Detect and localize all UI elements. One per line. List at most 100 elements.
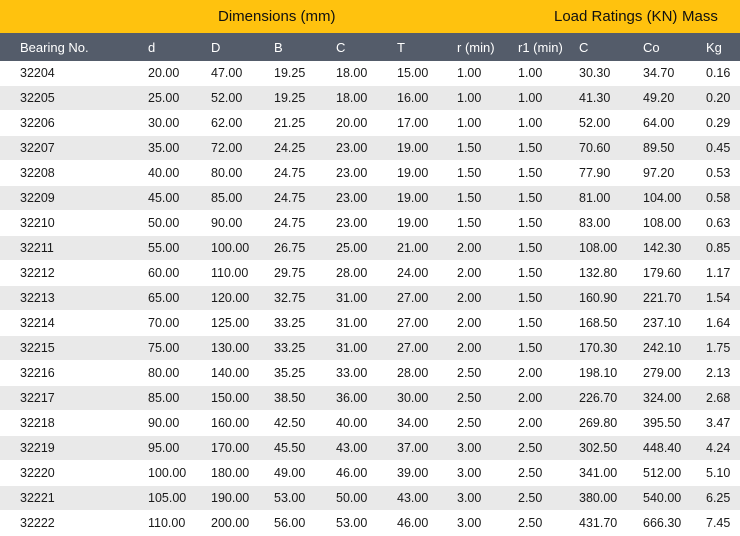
table-cell: 64.00 bbox=[643, 110, 706, 136]
table-row: 32206 30.00 62.00 21.25 20.00 17.00 1.00 1.00 52… bbox=[0, 110, 740, 136]
table-cell: 19.25 bbox=[274, 85, 336, 111]
table-cell: 27.00 bbox=[397, 335, 457, 361]
table-cell: 95.00 bbox=[148, 435, 211, 461]
table-cell: 23.00 bbox=[336, 135, 397, 161]
table-cell: 19.00 bbox=[397, 210, 457, 236]
table-cell: 2.00 bbox=[518, 360, 579, 386]
table-cell: 3.00 bbox=[457, 460, 518, 486]
table-cell: 17.00 bbox=[397, 110, 457, 136]
table-cell: 395.50 bbox=[643, 410, 706, 436]
table-cell: 40.00 bbox=[336, 410, 397, 436]
table-cell: 1.00 bbox=[518, 85, 579, 111]
table-cell: 21.25 bbox=[274, 110, 336, 136]
column-header-7: r1 (min) bbox=[518, 33, 579, 61]
table-cell: 3.00 bbox=[457, 510, 518, 536]
table-row: 32222 110.00 200.00 56.00 53.00 46.00 3.00 2.50… bbox=[0, 510, 740, 536]
table-cell: 120.00 bbox=[211, 285, 274, 311]
table-cell: 90.00 bbox=[148, 410, 211, 436]
table-row: 32212 60.00 110.00 29.75 28.00 24.00 2.00 1.50 1… bbox=[0, 260, 740, 286]
table-cell: 132.80 bbox=[579, 260, 643, 286]
table-cell: 23.00 bbox=[336, 160, 397, 186]
table-cell: 33.00 bbox=[336, 360, 397, 386]
table-cell: 1.50 bbox=[518, 160, 579, 186]
table-cell: 3.47 bbox=[706, 410, 740, 436]
table-cell: 279.00 bbox=[643, 360, 706, 386]
table-cell: 1.00 bbox=[518, 110, 579, 136]
table-cell: 27.00 bbox=[397, 285, 457, 311]
table-cell: 80.00 bbox=[148, 360, 211, 386]
table-cell: 56.00 bbox=[274, 510, 336, 536]
table-cell: 31.00 bbox=[336, 285, 397, 311]
table-cell: 89.50 bbox=[643, 135, 706, 161]
table-cell: 1.50 bbox=[457, 135, 518, 161]
table-cell: 3.00 bbox=[457, 485, 518, 511]
table-cell: 28.00 bbox=[336, 260, 397, 286]
table-cell: 33.25 bbox=[274, 310, 336, 336]
table-row: 32215 75.00 130.00 33.25 31.00 27.00 2.00 1.50 1… bbox=[0, 335, 740, 361]
table-cell: 30.00 bbox=[148, 110, 211, 136]
table-cell: 41.30 bbox=[579, 85, 643, 111]
table-cell: 32.75 bbox=[274, 285, 336, 311]
table-cell: 25.00 bbox=[336, 235, 397, 261]
table-cell: 242.10 bbox=[643, 335, 706, 361]
table-cell: 108.00 bbox=[643, 210, 706, 236]
table-cell: 46.00 bbox=[336, 460, 397, 486]
table-cell: 21.00 bbox=[397, 235, 457, 261]
bearing-number-cell: 32222 bbox=[0, 510, 148, 536]
table-cell: 18.00 bbox=[336, 85, 397, 111]
table-cell: 23.00 bbox=[336, 210, 397, 236]
table-cell: 1.50 bbox=[518, 285, 579, 311]
table-cell: 19.25 bbox=[274, 61, 336, 86]
table-cell: 1.50 bbox=[518, 135, 579, 161]
table-cell: 0.85 bbox=[706, 235, 740, 261]
column-header-5: T bbox=[397, 33, 457, 61]
bearing-number-cell: 32217 bbox=[0, 385, 148, 411]
load-ratings-group-label: Load Ratings (KN) bbox=[554, 8, 678, 25]
table-cell: 43.00 bbox=[397, 485, 457, 511]
table-cell: 70.60 bbox=[579, 135, 643, 161]
table-cell: 52.00 bbox=[579, 110, 643, 136]
table-cell: 512.00 bbox=[643, 460, 706, 486]
table-row: 32221 105.00 190.00 53.00 50.00 43.00 3.00 2.50… bbox=[0, 485, 740, 511]
table-cell: 72.00 bbox=[211, 135, 274, 161]
table-cell: 1.54 bbox=[706, 285, 740, 311]
table-cell: 1.50 bbox=[518, 335, 579, 361]
table-cell: 49.00 bbox=[274, 460, 336, 486]
table-row: 32217 85.00 150.00 38.50 36.00 30.00 2.50 2.00 2… bbox=[0, 385, 740, 411]
table-cell: 0.29 bbox=[706, 110, 740, 136]
table-cell: 1.50 bbox=[457, 160, 518, 186]
mass-group-label: Mass bbox=[682, 8, 718, 25]
table-cell: 142.30 bbox=[643, 235, 706, 261]
table-cell: 1.00 bbox=[457, 110, 518, 136]
table-row: 32214 70.00 125.00 33.25 31.00 27.00 2.00 1.50 1… bbox=[0, 310, 740, 336]
table-cell: 70.00 bbox=[148, 310, 211, 336]
table-cell: 269.80 bbox=[579, 410, 643, 436]
table-cell: 85.00 bbox=[148, 385, 211, 411]
table-cell: 50.00 bbox=[336, 485, 397, 511]
table-cell: 53.00 bbox=[274, 485, 336, 511]
table-cell: 52.00 bbox=[211, 85, 274, 111]
table-cell: 380.00 bbox=[579, 485, 643, 511]
table-cell: 7.45 bbox=[706, 510, 740, 536]
table-cell: 2.13 bbox=[706, 360, 740, 386]
bearing-number-cell: 32204 bbox=[0, 61, 148, 86]
column-header-2: D bbox=[211, 33, 274, 61]
table-cell: 3.00 bbox=[457, 435, 518, 461]
table-cell: 1.50 bbox=[518, 210, 579, 236]
table-cell: 2.00 bbox=[457, 335, 518, 361]
table-row: 32216 80.00 140.00 35.25 33.00 28.00 2.50 2.00 1… bbox=[0, 360, 740, 386]
table-cell: 108.00 bbox=[579, 235, 643, 261]
table-row: 32207 35.00 72.00 24.25 23.00 19.00 1.50 1.50 70… bbox=[0, 135, 740, 161]
table-cell: 29.75 bbox=[274, 260, 336, 286]
table-cell: 104.00 bbox=[643, 185, 706, 211]
table-cell: 37.00 bbox=[397, 435, 457, 461]
table-cell: 2.00 bbox=[457, 235, 518, 261]
table-cell: 19.00 bbox=[397, 135, 457, 161]
table-cell: 38.50 bbox=[274, 385, 336, 411]
table-cell: 2.50 bbox=[518, 510, 579, 536]
group-header-band: Dimensions (mm) Load Ratings (KN) Mass bbox=[0, 0, 740, 33]
table-cell: 1.64 bbox=[706, 310, 740, 336]
table-cell: 20.00 bbox=[148, 61, 211, 86]
